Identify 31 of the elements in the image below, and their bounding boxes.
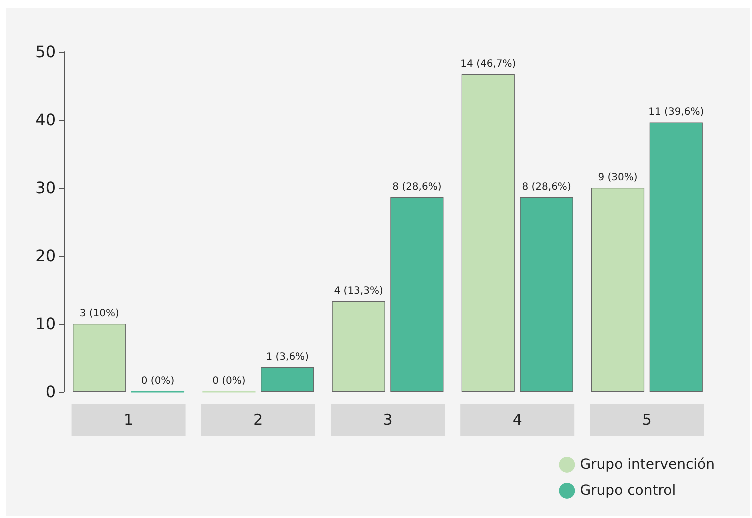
x-tick-label: 2 <box>254 411 264 429</box>
y-tick-label: 20 <box>36 246 56 266</box>
bar <box>332 302 386 392</box>
y-tick-label: 10 <box>36 314 56 334</box>
data-label: 11 (39,6%) <box>648 107 704 118</box>
bar <box>73 324 126 392</box>
y-tick-label: 30 <box>36 178 56 198</box>
data-label: 3 (10%) <box>80 308 120 320</box>
bar <box>520 198 574 392</box>
data-label: 1 (3,6%) <box>266 352 310 364</box>
data-label: 9 (30%) <box>598 172 638 184</box>
x-tick-label: 3 <box>383 411 393 429</box>
legend-label: Grupo control <box>580 483 676 499</box>
y-tick-label: 0 <box>46 382 56 402</box>
y-tick-label: 40 <box>36 110 56 130</box>
data-label: 8 (28,6%) <box>522 182 572 194</box>
data-label: 0 (0%) <box>141 376 175 387</box>
data-label: 14 (46,7%) <box>460 58 516 70</box>
data-label: 4 (13,3%) <box>334 286 384 298</box>
bar <box>591 188 645 392</box>
x-tick-label: 1 <box>124 411 134 429</box>
data-label: 0 (0%) <box>212 376 246 387</box>
data-label: 8 (28,6%) <box>392 182 442 194</box>
x-tick-label: 5 <box>642 411 652 429</box>
y-tick-label: 50 <box>36 42 56 62</box>
bar <box>261 368 314 392</box>
bar <box>650 122 703 392</box>
bar <box>390 198 444 392</box>
x-tick-label: 4 <box>512 411 522 429</box>
bar <box>462 74 515 392</box>
legend-label: Grupo intervención <box>580 457 716 473</box>
